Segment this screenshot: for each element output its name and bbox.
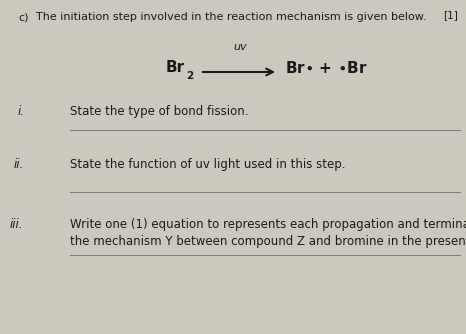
Text: Write one (1) equation to represents each propagation and termination ste: Write one (1) equation to represents eac… — [70, 218, 466, 231]
Text: [1]: [1] — [443, 10, 458, 20]
Text: State the type of bond fission.: State the type of bond fission. — [70, 105, 248, 118]
Text: Br$\bullet$ + $\bullet$Br: Br$\bullet$ + $\bullet$Br — [285, 60, 368, 76]
Text: State the function of uv light used in this step.: State the function of uv light used in t… — [70, 158, 345, 171]
Text: The initiation step involved in the reaction mechanism is given below.: The initiation step involved in the reac… — [36, 12, 426, 22]
Text: i.: i. — [18, 105, 25, 118]
Text: uv: uv — [233, 42, 247, 52]
Text: ii.: ii. — [14, 158, 24, 171]
Text: Br: Br — [166, 60, 185, 75]
Text: the mechanism Y between compound Z and bromine in the presence of u: the mechanism Y between compound Z and b… — [70, 235, 466, 248]
Text: iii.: iii. — [10, 218, 23, 231]
Text: 2: 2 — [186, 71, 193, 81]
Text: c): c) — [18, 12, 28, 22]
